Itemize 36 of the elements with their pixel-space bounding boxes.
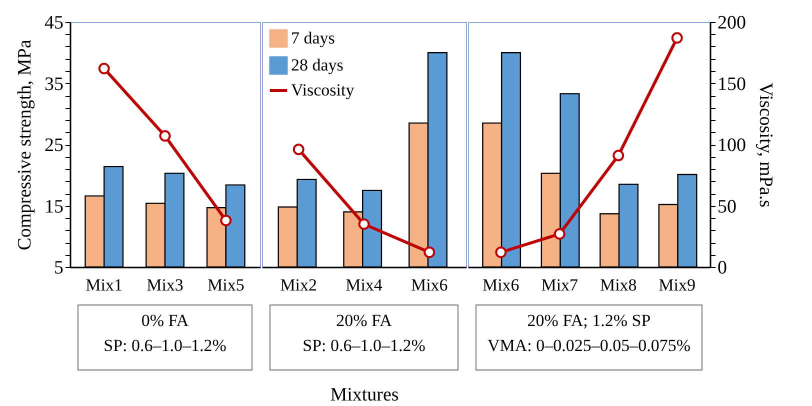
- point: [495, 246, 507, 258]
- text: VMA: 0–0.025–0.05–0.075%: [487, 336, 691, 355]
- legend-label: 7 days: [291, 28, 335, 48]
- y2-tick-label: 200: [718, 12, 746, 34]
- x-tick-label: Mix8: [600, 276, 637, 294]
- y-tick-label: 25: [44, 135, 64, 156]
- y-tick-label: 45: [44, 12, 64, 34]
- x-tick-label: Mix6: [482, 276, 520, 294]
- x-tick-label: Mix7: [541, 276, 579, 294]
- x-tick-label: Mix1: [86, 276, 123, 294]
- point: [554, 228, 566, 240]
- x-tick-label: Mix6: [410, 276, 448, 294]
- text: 20% FA: [336, 311, 393, 330]
- y-tick-label: 35: [44, 74, 64, 95]
- x-tick-label: Mix5: [207, 276, 244, 294]
- text: 20% FA; 1.2% SP: [527, 311, 651, 330]
- y2-axis-title: Viscosity, mPa.s: [755, 82, 776, 208]
- x-tick-label: Mix9: [658, 276, 696, 294]
- y2-tick-label: 100: [718, 135, 746, 156]
- y-tick-label: 15: [44, 196, 64, 218]
- legend-label: 28 days: [291, 56, 344, 74]
- y2-tick-label: 150: [718, 74, 746, 95]
- y2-tick-label: 0: [718, 258, 727, 278]
- x-axis-title: Mixtures: [330, 384, 399, 406]
- text: SP: 0.6–1.0–1.2%: [302, 336, 426, 355]
- x-tick-label: Mix2: [280, 276, 318, 294]
- text: SP: 0.6–1.0–1.2%: [104, 336, 226, 355]
- text: 0% FA: [141, 311, 190, 330]
- point: [612, 150, 624, 162]
- point: [671, 32, 683, 44]
- y-tick-label: 5: [54, 258, 64, 278]
- x-tick-label: Mix3: [146, 276, 184, 294]
- y2-tick-label: 50: [718, 196, 736, 218]
- x-tick-label: Mix4: [346, 276, 383, 294]
- legend-label: Viscosity: [291, 80, 355, 100]
- y-axis-title: Compressive strength, MPa: [14, 39, 36, 250]
